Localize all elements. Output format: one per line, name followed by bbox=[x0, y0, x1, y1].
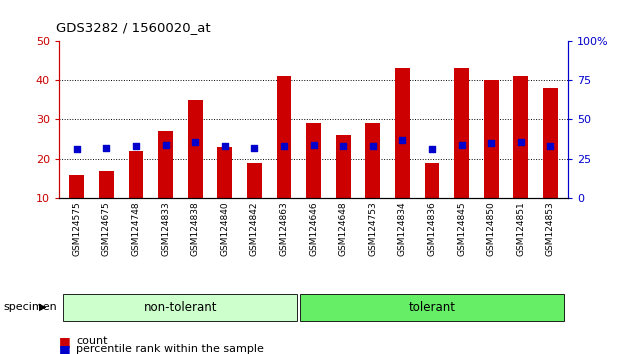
Point bbox=[368, 143, 378, 149]
Bar bbox=[543, 88, 558, 198]
Bar bbox=[395, 68, 410, 198]
Point bbox=[131, 143, 141, 149]
Point bbox=[190, 139, 200, 144]
Point bbox=[456, 142, 466, 148]
Text: ■: ■ bbox=[59, 335, 71, 348]
Bar bbox=[454, 68, 469, 198]
Point bbox=[338, 143, 348, 149]
FancyBboxPatch shape bbox=[63, 293, 297, 321]
Point bbox=[101, 145, 111, 151]
Bar bbox=[365, 124, 380, 198]
Text: tolerant: tolerant bbox=[409, 301, 456, 314]
Point bbox=[397, 137, 407, 143]
Point bbox=[309, 142, 319, 148]
Bar bbox=[247, 163, 262, 198]
Bar bbox=[484, 80, 499, 198]
Point bbox=[545, 143, 555, 149]
Point bbox=[220, 143, 230, 149]
Text: ■: ■ bbox=[59, 343, 71, 354]
Point bbox=[279, 143, 289, 149]
Bar bbox=[336, 135, 351, 198]
Bar bbox=[188, 100, 202, 198]
FancyBboxPatch shape bbox=[301, 293, 564, 321]
Text: specimen: specimen bbox=[3, 302, 57, 312]
Bar bbox=[514, 76, 528, 198]
Text: GDS3282 / 1560020_at: GDS3282 / 1560020_at bbox=[56, 21, 211, 34]
Text: count: count bbox=[76, 336, 108, 346]
Bar bbox=[70, 175, 84, 198]
Point bbox=[72, 147, 82, 152]
Point bbox=[427, 147, 437, 152]
Bar bbox=[99, 171, 114, 198]
Text: non-tolerant: non-tolerant bbox=[143, 301, 217, 314]
Point bbox=[486, 140, 496, 146]
Bar bbox=[129, 151, 143, 198]
Text: ▶: ▶ bbox=[39, 302, 47, 312]
Bar bbox=[217, 147, 232, 198]
Bar bbox=[158, 131, 173, 198]
Point bbox=[250, 145, 260, 151]
Bar bbox=[306, 124, 321, 198]
Point bbox=[516, 139, 526, 144]
Bar bbox=[425, 163, 440, 198]
Text: percentile rank within the sample: percentile rank within the sample bbox=[76, 344, 265, 354]
Bar bbox=[276, 76, 291, 198]
Point bbox=[161, 142, 171, 148]
